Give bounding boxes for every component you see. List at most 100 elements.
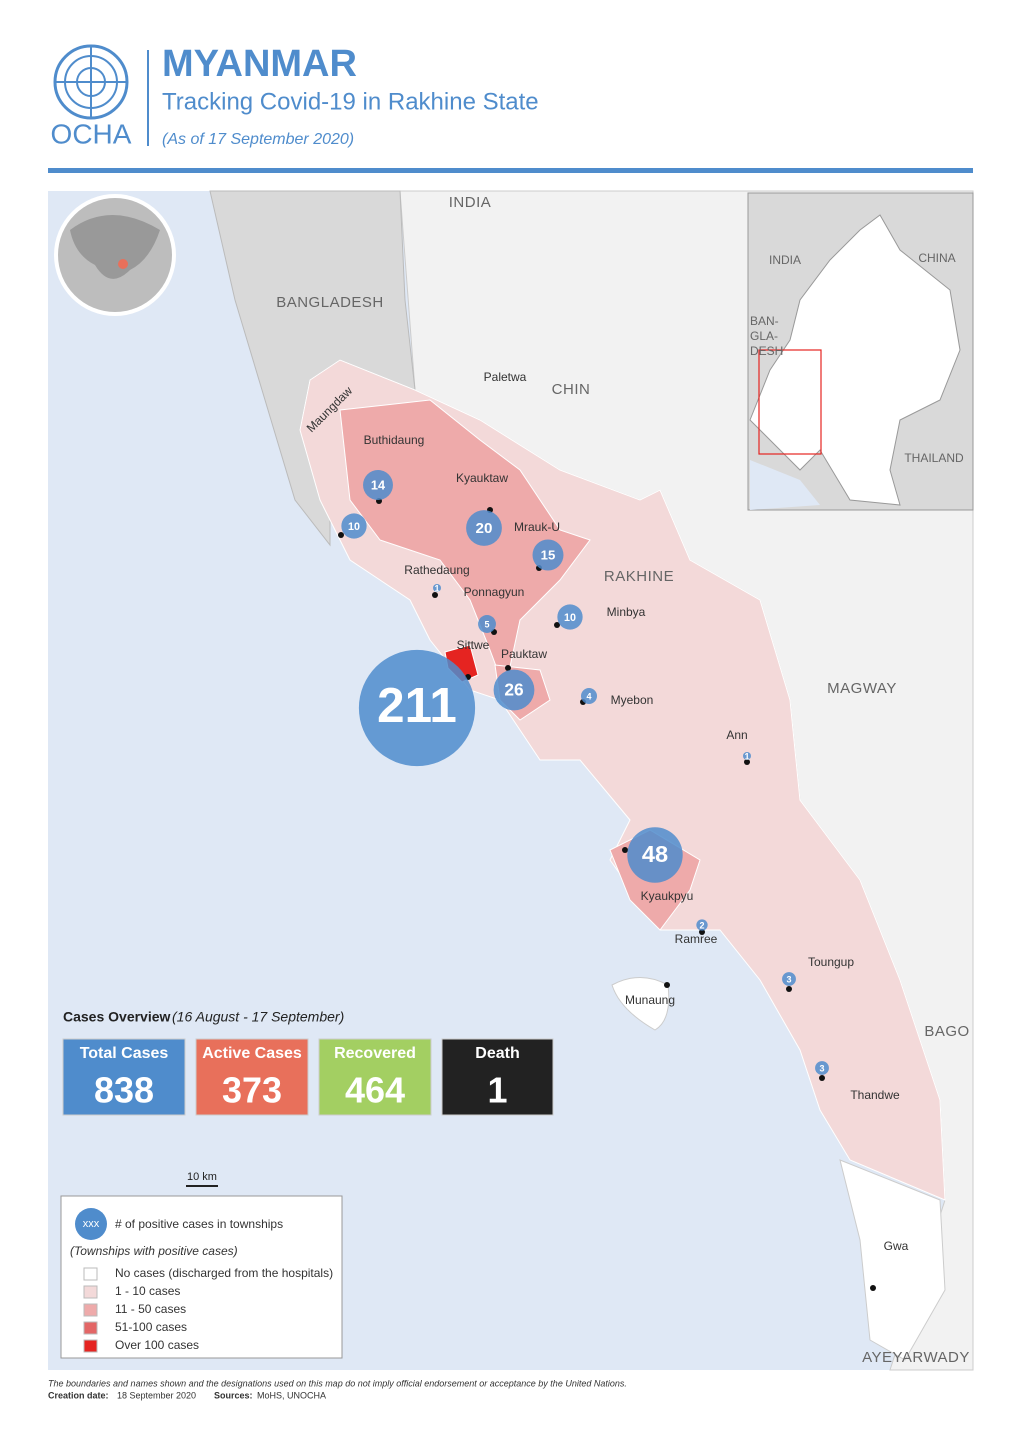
overview-title: Cases Overview <box>63 1009 171 1025</box>
township-label: Kyaukpyu <box>641 889 694 903</box>
case-bubble <box>433 584 441 592</box>
inset-label: GLA- <box>750 329 778 343</box>
created-label: Creation date: <box>48 1390 109 1400</box>
case-bubble <box>743 752 751 760</box>
region-label: RAKHINE <box>604 568 674 585</box>
card <box>62 1038 186 1116</box>
inset-label: INDIA <box>769 253 801 267</box>
inset-label: BAN- <box>750 314 779 328</box>
legend-swatch <box>83 1321 98 1335</box>
legend-swatch <box>83 1267 98 1281</box>
case-bubble <box>557 604 583 630</box>
place-label: Munaung <box>625 993 675 1007</box>
region-label: BAGO <box>924 1023 969 1040</box>
region-label: CHIN <box>552 381 591 398</box>
town-dot <box>432 592 438 598</box>
township-label: Ramree <box>675 932 718 946</box>
sources: MoHS, UNOCHA <box>257 1390 326 1400</box>
card-label: Death <box>475 1045 519 1062</box>
map-labels: INDIA BANGLADESH CHIN RAKHINE MAGWAY BAGO AYEY… <box>276 194 970 1366</box>
created: 18 September 2020 <box>117 1390 196 1400</box>
township-label: Mrauk-U <box>514 520 560 534</box>
card-value: 1 <box>487 1070 507 1111</box>
org-name: OCHA <box>51 118 132 149</box>
case-bubble <box>627 827 683 883</box>
region-label: MAGWAY <box>827 680 897 697</box>
sources-label: Sources: <box>214 1390 253 1400</box>
place-label: Gwa <box>884 1239 909 1253</box>
region-label: INDIA <box>449 194 492 211</box>
case-count: 3 <box>786 974 791 984</box>
township-label: Pauktaw <box>501 647 547 661</box>
card-value: 464 <box>345 1070 405 1111</box>
case-count: 10 <box>564 612 576 624</box>
map <box>48 190 974 1371</box>
legend-bubble <box>75 1208 107 1240</box>
town-dot <box>338 532 344 538</box>
legend-label: 51-100 cases <box>115 1320 187 1334</box>
scale-label: 10 km <box>187 1171 217 1183</box>
town-dot <box>744 759 750 765</box>
legend-swatch <box>83 1285 98 1299</box>
case-count: 15 <box>541 547 556 562</box>
legend-box <box>60 1195 343 1359</box>
inset-label: THAILAND <box>904 451 964 465</box>
town-dot <box>786 986 792 992</box>
town-dot <box>699 929 705 935</box>
card <box>441 1038 554 1116</box>
township-label: Myebon <box>611 693 654 707</box>
case-count: 20 <box>476 520 493 537</box>
case-bubble <box>363 470 393 500</box>
case-count: 4 <box>586 691 591 701</box>
legend-bubble-text: xxx <box>83 1218 100 1230</box>
legend-bubble-desc: # of positive cases in townships <box>115 1217 283 1231</box>
case-bubble <box>466 510 502 546</box>
legend-note: (Townships with positive cases) <box>70 1244 238 1258</box>
legend-label: Over 100 cases <box>115 1338 199 1352</box>
case-count: 5 <box>484 619 489 629</box>
case-count: 48 <box>642 841 668 867</box>
legend-label: 1 - 10 cases <box>115 1284 180 1298</box>
case-count: 2 <box>699 920 704 930</box>
legend-label: No cases (discharged from the hospitals) <box>115 1266 333 1280</box>
cards: Total Cases 838 Active Cases 373 Recovered 46… <box>62 1038 554 1116</box>
card-value: 838 <box>94 1070 154 1111</box>
legend-swatch <box>83 1303 98 1317</box>
case-bubble <box>581 688 597 704</box>
region-label: AYEYARWADY <box>862 1349 970 1366</box>
overview-period: (16 August - 17 September) <box>172 1009 344 1025</box>
card <box>195 1038 309 1116</box>
case-count: 1 <box>744 751 749 761</box>
town-dot <box>505 665 511 671</box>
legend-classes: No cases (discharged from the hospitals)… <box>83 1266 333 1353</box>
town-dot <box>622 847 628 853</box>
card-label: Active Cases <box>202 1045 302 1062</box>
case-bubble <box>478 615 496 633</box>
township-label: Ann <box>726 728 747 742</box>
case-count: 211 <box>377 678 457 733</box>
legend-label: 11 - 50 cases <box>115 1302 186 1316</box>
case-bubble <box>782 972 796 986</box>
region-label: BANGLADESH <box>276 294 384 311</box>
case-count: 1 <box>434 583 439 593</box>
case-bubble <box>358 649 476 767</box>
subtitle: Tracking Covid-19 in Rakhine State <box>162 88 539 115</box>
town-dot <box>819 1075 825 1081</box>
township-label: Buthidaung <box>364 433 425 447</box>
township-label: Minbya <box>607 605 646 619</box>
case-count: 26 <box>504 680 524 700</box>
township-label: Toungup <box>808 955 854 969</box>
township-label: Sittwe <box>457 638 490 652</box>
case-count: 3 <box>819 1063 824 1073</box>
case-bubble <box>815 1061 829 1075</box>
town-dot <box>870 1285 876 1291</box>
case-bubble <box>341 513 367 539</box>
card-value: 373 <box>222 1070 282 1111</box>
town-dot <box>664 982 670 988</box>
case-count: 14 <box>371 477 385 492</box>
card-label: Total Cases <box>80 1045 169 1062</box>
card-label: Recovered <box>334 1045 416 1062</box>
legend-swatch <box>83 1339 98 1353</box>
